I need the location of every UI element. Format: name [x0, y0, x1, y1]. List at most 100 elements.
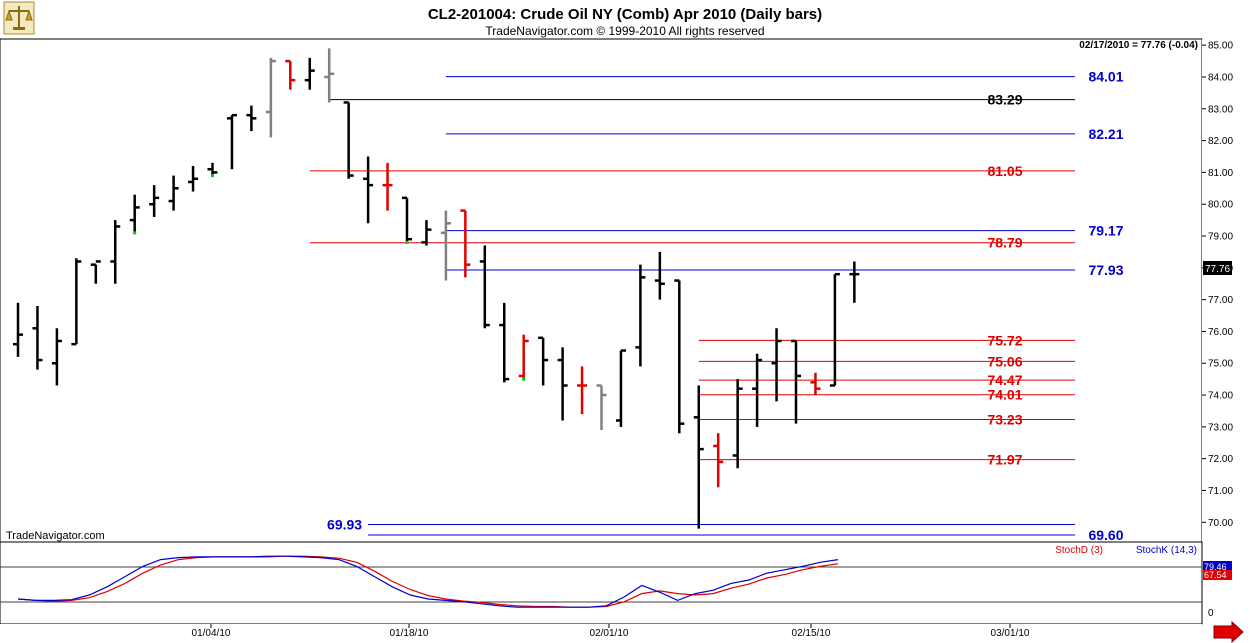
ohlc-bar — [402, 196, 412, 244]
last-price-box — [1203, 261, 1232, 275]
signal-dot — [133, 231, 137, 235]
date-tick-label: 01/18/10 — [390, 628, 429, 639]
ohlc-bar — [304, 57, 315, 90]
signal-dot — [211, 174, 214, 178]
ohlc-bar — [693, 385, 704, 529]
stochk-value: 79.46 — [1204, 562, 1227, 572]
ohlc-bar — [440, 210, 451, 281]
signal-dot — [522, 377, 526, 381]
ohlc-bar — [674, 279, 685, 434]
level-label: 69.93 — [327, 517, 362, 533]
price-tick-label: 79.00 — [1208, 232, 1233, 243]
ohlc-bar — [265, 57, 276, 138]
level-label: 71.97 — [987, 452, 1022, 468]
price-axis[interactable] — [1202, 39, 1250, 542]
signal-dot — [405, 240, 409, 244]
chart-title: CL2-201004: Crude Oil NY (Comb) Apr 2010… — [428, 6, 822, 23]
stochk-value-box — [1203, 561, 1232, 571]
level-label: 81.05 — [987, 163, 1022, 179]
stochd-value-box — [1203, 570, 1232, 580]
level-label: 74.01 — [987, 387, 1022, 403]
ohlc-bar — [713, 433, 724, 488]
ohlc-bar — [596, 384, 607, 431]
ohlc-bar — [13, 302, 23, 357]
price-tick-label: 76.00 — [1208, 327, 1233, 338]
ohlc-bar — [577, 366, 588, 415]
price-tick-label: 82.00 — [1208, 136, 1233, 147]
levels-layer: 84.01 83.29 82.21 81.05 79.17 78.79 77.93 75.72… — [309, 69, 1124, 543]
scale-icon — [3, 1, 35, 35]
stoch-axis-zero: 0 — [1208, 608, 1214, 619]
ohlc-bar — [499, 302, 510, 383]
price-tick-label: 70.00 — [1208, 518, 1233, 529]
stochd-value: 67.54 — [1204, 570, 1227, 580]
ohlc-bar — [849, 261, 860, 303]
ohlc-bar — [32, 305, 43, 370]
stochastic-lines — [17, 555, 839, 608]
ohlc-bar — [285, 59, 296, 90]
price-tick-label: 77.00 — [1208, 295, 1233, 306]
level-label: 75.72 — [987, 332, 1022, 348]
stochd-line — [17, 555, 839, 608]
ohlc-bar — [635, 264, 646, 367]
level-label: 74.47 — [987, 372, 1022, 388]
level-label: 84.01 — [1088, 69, 1123, 85]
ohlc-bar — [732, 379, 743, 469]
ohlc-bar — [188, 166, 199, 192]
ohlc-bar — [810, 372, 821, 396]
price-tick-label: 81.00 — [1208, 168, 1233, 179]
price-tick-label: 74.00 — [1208, 391, 1233, 402]
ohlc-bar — [343, 101, 354, 179]
level-label: 69.60 — [1088, 527, 1123, 543]
ohlc-bar — [149, 185, 160, 217]
ohlc-bar — [538, 336, 549, 386]
ohlc-bar — [382, 162, 393, 211]
price-tick-label: 71.00 — [1208, 486, 1233, 497]
date-tick-label: 02/15/10 — [792, 628, 831, 639]
level-label: 78.79 — [987, 235, 1022, 251]
level-label: 83.29 — [987, 92, 1022, 108]
level-label: 75.06 — [987, 353, 1022, 369]
level-label: 77.93 — [1088, 262, 1123, 278]
status-readout: 02/17/2010 = 77.76 (-0.04) — [1079, 40, 1198, 51]
price-tick-label: 75.00 — [1208, 359, 1233, 370]
stochk-line — [17, 555, 839, 608]
date-axis-ticks: 01/04/10 01/18/10 02/01/10 02/15/10 03/01/10 — [192, 624, 1030, 639]
stochastic-pane[interactable] — [0, 541, 1203, 625]
ohlc-bar — [246, 105, 257, 132]
logo — [3, 1, 35, 35]
date-tick-label: 01/04/10 — [192, 628, 231, 639]
date-tick-label: 03/01/10 — [991, 628, 1030, 639]
ohlc-bar — [518, 334, 529, 381]
watermark: TradeNavigator.com — [6, 530, 105, 542]
level-label: 79.17 — [1088, 223, 1123, 239]
price-tick-label: 80.00 — [1208, 200, 1233, 211]
price-tick-label: 84.00 — [1208, 72, 1233, 83]
date-tick-label: 02/01/10 — [590, 628, 629, 639]
ohlc-bar — [168, 175, 179, 211]
ohlc-bar — [110, 220, 121, 284]
price-tick-label: 72.00 — [1208, 454, 1233, 465]
price-tick-label: 73.00 — [1208, 422, 1233, 433]
ohlc-bar — [829, 272, 840, 387]
last-price-label: 77.76 — [1205, 264, 1230, 275]
ohlc-bar — [460, 209, 471, 278]
ohlc-bar — [771, 328, 782, 402]
ohlc-bar — [363, 156, 374, 224]
ohlc-bar — [226, 113, 237, 170]
price-tick-label: 83.00 — [1208, 104, 1233, 115]
ohlc-bar — [90, 260, 101, 284]
ohlc-bar — [324, 48, 335, 103]
ohlc-bar — [791, 339, 801, 424]
ohlc-bar — [51, 328, 62, 386]
ohlc-bar — [207, 162, 218, 178]
level-label: 82.21 — [1088, 126, 1123, 142]
date-axis[interactable] — [0, 624, 1202, 643]
price-pane[interactable] — [0, 38, 1203, 543]
ohlc-bar — [421, 220, 432, 246]
bars-layer — [13, 48, 860, 529]
copyright-subtitle: TradeNavigator.com © 1999-2010 All right… — [485, 24, 764, 38]
right-arrow-icon[interactable] — [1213, 620, 1244, 643]
price-tick-label: 85.00 — [1208, 41, 1233, 52]
